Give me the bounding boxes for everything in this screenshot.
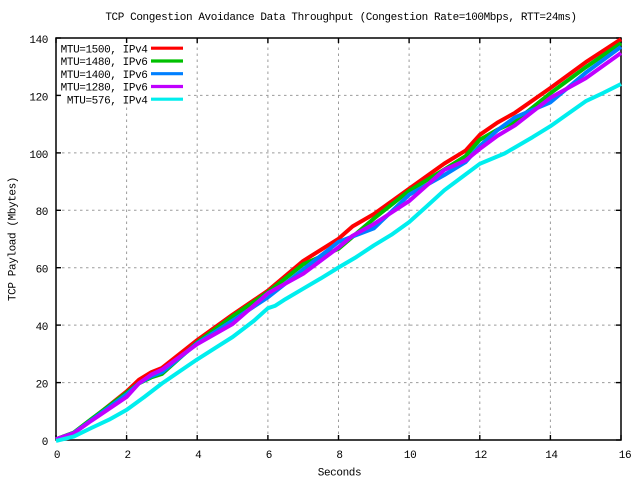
- svg-text:100: 100: [29, 150, 48, 162]
- svg-text:TCP Congestion Avoidance Data: TCP Congestion Avoidance Data Throughput…: [105, 12, 576, 24]
- svg-text:TCP Payload (Mbytes): TCP Payload (Mbytes): [8, 177, 20, 301]
- svg-text:12: 12: [475, 450, 487, 462]
- svg-text:0: 0: [42, 437, 48, 449]
- svg-text:14: 14: [545, 450, 558, 462]
- svg-text:20: 20: [36, 380, 48, 392]
- svg-text:10: 10: [404, 450, 416, 462]
- svg-text:16: 16: [619, 450, 631, 462]
- svg-text:80: 80: [36, 207, 48, 219]
- svg-text:MTU=1400, IPv6: MTU=1400, IPv6: [61, 70, 148, 82]
- svg-text:60: 60: [36, 265, 48, 277]
- svg-text:40: 40: [36, 322, 48, 334]
- svg-text:MTU=1480, IPv6: MTU=1480, IPv6: [61, 57, 148, 69]
- svg-text:4: 4: [195, 450, 202, 462]
- svg-text:Seconds: Seconds: [318, 468, 361, 480]
- svg-text:MTU=1500, IPv4: MTU=1500, IPv4: [61, 44, 149, 56]
- svg-text:8: 8: [336, 450, 342, 462]
- svg-text:MTU=1280, IPv6: MTU=1280, IPv6: [61, 83, 148, 95]
- svg-text:6: 6: [266, 450, 272, 462]
- svg-text:2: 2: [124, 450, 130, 462]
- svg-text:0: 0: [54, 450, 60, 462]
- svg-text:120: 120: [29, 92, 48, 104]
- svg-text:140: 140: [29, 35, 48, 47]
- svg-text:MTU=576, IPv4: MTU=576, IPv4: [67, 95, 148, 107]
